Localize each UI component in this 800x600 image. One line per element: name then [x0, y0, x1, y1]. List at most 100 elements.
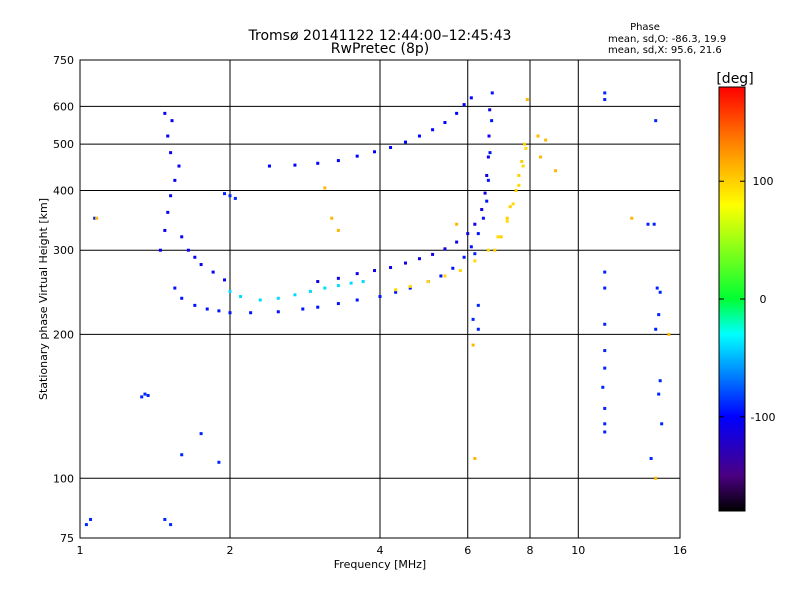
- data-point: [258, 298, 262, 302]
- data-point: [276, 310, 280, 314]
- data-point: [233, 196, 237, 200]
- data-point: [228, 311, 232, 315]
- x-axis-label: Frequency [MHz]: [334, 558, 426, 571]
- data-point: [469, 96, 473, 100]
- data-point: [403, 140, 407, 144]
- data-point: [539, 155, 543, 159]
- data-point: [177, 164, 181, 168]
- data-point: [488, 151, 492, 155]
- chart-title: Tromsø 20141122 12:44:00–12:45:43: [248, 28, 512, 44]
- data-point: [649, 456, 653, 460]
- data-point: [163, 517, 167, 521]
- data-point: [93, 216, 97, 220]
- data-point: [517, 173, 521, 177]
- data-point: [336, 159, 340, 163]
- data-point: [361, 280, 365, 284]
- colorbar-label: [deg]: [716, 71, 753, 87]
- data-point: [476, 303, 480, 307]
- plot-frame: [79, 59, 681, 539]
- data-point: [355, 272, 359, 276]
- phase-info-o: mean, sd,O: -86.3, 19.9: [608, 34, 726, 45]
- x-tick-label: 6: [464, 544, 471, 557]
- data-point: [205, 307, 209, 311]
- data-point: [520, 159, 524, 163]
- data-point: [417, 257, 421, 261]
- data-point: [431, 128, 435, 132]
- data-point: [667, 332, 671, 336]
- data-point: [443, 274, 447, 278]
- data-point: [336, 276, 340, 280]
- data-point: [471, 343, 475, 347]
- data-point: [486, 178, 490, 182]
- data-point: [163, 228, 167, 232]
- data-point: [630, 216, 634, 220]
- data-point: [480, 208, 484, 212]
- data-point: [199, 263, 203, 267]
- data-point: [603, 322, 607, 326]
- data-point: [166, 134, 170, 138]
- data-point: [481, 216, 485, 220]
- data-point: [523, 142, 527, 146]
- data-point: [223, 278, 227, 282]
- data-point: [476, 232, 480, 236]
- data-point: [293, 163, 297, 167]
- data-point: [544, 138, 548, 142]
- data-point: [373, 150, 377, 154]
- data-point: [408, 284, 412, 288]
- data-point: [603, 270, 607, 274]
- data-point: [655, 286, 659, 290]
- data-point: [654, 119, 658, 123]
- data-point: [443, 121, 447, 125]
- data-point: [496, 235, 500, 239]
- data-point: [603, 349, 607, 353]
- data-point: [658, 290, 662, 294]
- data-point: [173, 286, 177, 290]
- data-point: [657, 392, 661, 396]
- x-tick-label: 4: [377, 544, 384, 557]
- data-point: [654, 327, 658, 331]
- data-point: [169, 523, 173, 527]
- data-point: [603, 422, 607, 426]
- data-point: [658, 379, 662, 383]
- data-point: [173, 178, 177, 182]
- data-point: [217, 309, 221, 313]
- x-tick-label: 1: [77, 544, 84, 557]
- data-point: [389, 266, 393, 270]
- phase-info-x: mean, sd,X: 95.6, 21.6: [608, 45, 722, 56]
- x-tick-label: 2: [227, 544, 234, 557]
- data-point: [169, 151, 173, 155]
- data-point: [95, 216, 99, 220]
- data-point: [654, 476, 658, 480]
- data-point: [276, 296, 280, 300]
- data-point: [193, 255, 197, 259]
- data-point: [524, 146, 528, 150]
- colorbar-tick-label: 100: [753, 175, 774, 188]
- data-point: [223, 192, 227, 196]
- data-point: [505, 219, 509, 223]
- data-point: [394, 290, 398, 294]
- data-point: [403, 261, 407, 265]
- data-point: [267, 164, 271, 168]
- data-point: [443, 247, 447, 251]
- data-point: [603, 430, 607, 434]
- y-tick-label: 75: [60, 532, 74, 545]
- data-point: [349, 281, 353, 285]
- data-point: [603, 406, 607, 410]
- data-point: [603, 91, 607, 95]
- data-point: [180, 296, 184, 300]
- data-point: [525, 98, 529, 102]
- data-point: [316, 305, 320, 309]
- x-tick-label: 8: [527, 544, 534, 557]
- data-point: [158, 248, 162, 252]
- data-point: [493, 248, 497, 252]
- data-point: [514, 188, 518, 192]
- data-point: [143, 392, 147, 396]
- data-point: [170, 119, 174, 123]
- data-point: [603, 98, 607, 102]
- data-point: [211, 270, 215, 274]
- y-tick-labels: 75 100 200 300 400 500 600 750: [53, 54, 74, 545]
- data-point: [89, 517, 93, 521]
- y-tick-label: 200: [53, 328, 74, 341]
- data-point: [166, 210, 170, 214]
